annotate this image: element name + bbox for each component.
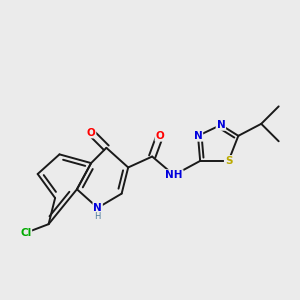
Text: N: N	[217, 120, 225, 130]
Text: N: N	[93, 203, 102, 213]
Text: S: S	[225, 156, 232, 166]
Text: H: H	[94, 212, 101, 221]
Text: Cl: Cl	[20, 228, 31, 238]
Text: O: O	[87, 128, 95, 138]
Text: NH: NH	[165, 170, 183, 180]
Text: O: O	[155, 131, 164, 141]
Text: N: N	[194, 131, 202, 141]
